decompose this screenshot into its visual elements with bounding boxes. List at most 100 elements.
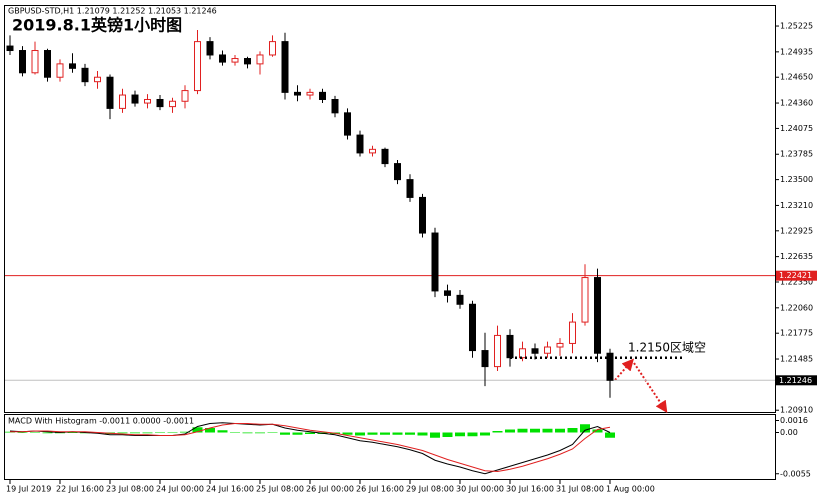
chart-title: 2019.8.1英镑1小时图 (12, 16, 182, 35)
histogram-bar (280, 432, 290, 435)
candle-body (56, 63, 64, 78)
histogram-bar (430, 432, 440, 438)
histogram-bar (367, 432, 378, 435)
candle-body (219, 54, 226, 63)
histogram-bar (517, 428, 528, 433)
histogram-bar (442, 432, 453, 437)
histogram-bar (592, 429, 603, 433)
candle-body (181, 90, 189, 102)
histogram-bar (380, 432, 390, 435)
candle-body (344, 112, 351, 136)
y-tick-label: -0.0055 (780, 469, 811, 478)
histogram-bar (392, 432, 403, 435)
candle-body (556, 342, 564, 348)
histogram-bar (292, 432, 303, 435)
candle-body (156, 98, 164, 108)
y-tick-label: 1.21485 (780, 355, 813, 364)
candle-body (494, 334, 501, 368)
candle-body (44, 50, 51, 78)
histogram-bar (405, 432, 415, 435)
candle-body (469, 303, 476, 352)
y-tick-label: 0.0016 (780, 416, 808, 425)
candle-body (319, 91, 326, 100)
histogram-bar (130, 432, 140, 434)
candle-body (69, 63, 76, 69)
y-tick-label: 0.00 (780, 428, 798, 437)
candle-body (256, 54, 264, 65)
histogram-bar (155, 432, 165, 433)
histogram-bar (605, 432, 615, 438)
candle-body (244, 58, 251, 65)
candle-body (81, 67, 89, 83)
x-tick-label: 25 Jul 08:00 (256, 485, 304, 494)
y-tick-label: 1.22635 (780, 252, 813, 261)
x-tick-label: 19 Jul 2019 (6, 485, 51, 494)
y-tick-label: 1.23785 (780, 150, 813, 159)
histogram-bar (555, 428, 565, 433)
candle-body (594, 277, 601, 354)
y-tick-label: 1.22350 (780, 278, 813, 287)
histogram-bar (230, 432, 240, 433)
candle-body (169, 100, 176, 108)
histogram-bar (542, 428, 553, 433)
candle-body (406, 179, 414, 198)
candle-body (119, 94, 126, 109)
candle-body (481, 350, 489, 368)
histogram-bar (205, 428, 215, 433)
y-tick-label: 1.24650 (780, 73, 813, 82)
candle-body (6, 45, 14, 52)
histogram-bar (567, 428, 578, 433)
x-tick-label: 29 Jul 08:00 (406, 485, 454, 494)
x-tick-label: 26 Jul 16:00 (356, 485, 404, 494)
y-tick-label: 1.23210 (780, 201, 813, 210)
histogram-bar (30, 432, 40, 433)
macd-line (10, 423, 611, 473)
candle-body (294, 91, 301, 96)
candle-body (131, 94, 139, 104)
histogram-bar (217, 430, 228, 433)
histogram-bar (305, 432, 315, 434)
histogram-bar (117, 432, 128, 434)
histogram-bar (167, 432, 178, 433)
candle-body (506, 334, 514, 359)
candle-body (419, 196, 426, 234)
x-tick-label: 26 Jul 00:00 (306, 485, 354, 494)
x-tick-label: 23 Jul 08:00 (106, 485, 154, 494)
price-panel (4, 5, 776, 413)
candle-body (281, 41, 289, 93)
y-tick-label: 1.24935 (780, 47, 813, 56)
histogram-bar (455, 432, 465, 437)
candle-body (206, 41, 214, 56)
candle-body (519, 348, 526, 359)
current-price-box (776, 375, 817, 386)
histogram-bar (467, 432, 478, 437)
candle-body (269, 41, 276, 56)
candle-body (369, 148, 376, 154)
candle-body (581, 277, 589, 323)
current-price-label: 1.21246 (779, 376, 812, 385)
level-label-box (776, 270, 817, 281)
histogram-bar (192, 427, 203, 433)
macd-title: MACD With Histogram -0.0011 0.0000 -0.00… (8, 417, 194, 426)
histogram-bar (342, 432, 353, 435)
macd-panel (4, 414, 776, 480)
candle-body (306, 91, 314, 96)
histogram-bar (580, 424, 590, 433)
y-tick-label: 1.24075 (780, 124, 813, 133)
histogram-bar (480, 432, 490, 436)
x-tick-label: 24 Jul 16:00 (206, 485, 254, 494)
x-tick-label: 30 Jul 16:00 (506, 485, 554, 494)
histogram-bar (17, 432, 28, 433)
candle-body (444, 290, 451, 296)
x-tick-label: 30 Jul 00:00 (456, 485, 504, 494)
candle-body (94, 76, 101, 83)
histogram-bar (42, 432, 53, 434)
y-tick-label: 1.23500 (780, 175, 813, 184)
candle-body (531, 348, 539, 354)
histogram-bar (492, 431, 503, 433)
candle-body (606, 352, 614, 381)
symbol-info: GBPUSD-STD,H1 1.21079 1.21252 1.21053 1.… (8, 7, 217, 16)
level-label: 1.22421 (779, 271, 812, 280)
histogram-bar (142, 432, 153, 434)
